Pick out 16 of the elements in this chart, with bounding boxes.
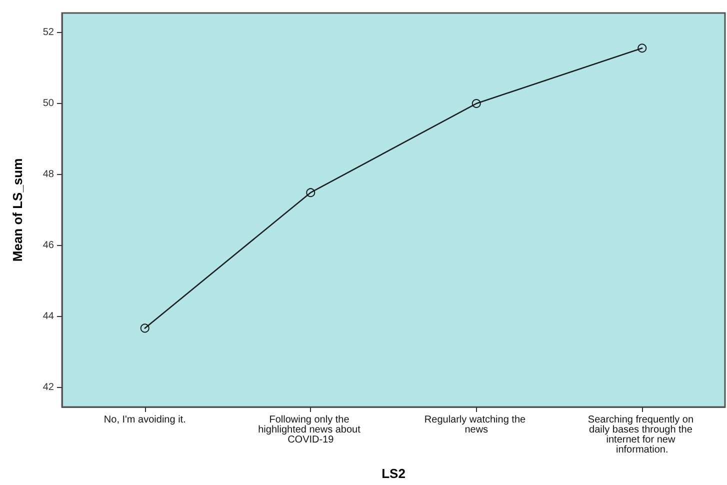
x-tick-label: No, I'm avoiding it. xyxy=(104,414,186,426)
y-tick-label: 48 xyxy=(42,169,54,180)
x-tick-label: Regularly watching the news xyxy=(424,414,528,436)
y-axis-title: Mean of LS_sum xyxy=(10,158,25,262)
point xyxy=(638,44,647,53)
point xyxy=(306,188,316,198)
y-tick-label: 50 xyxy=(42,98,54,110)
point xyxy=(140,324,150,333)
x-tick-label: Following only the highlighted news about COVID-19 xyxy=(258,414,364,446)
y-tick-label: 52 xyxy=(42,27,54,38)
x-tick-label: Searching frequently on daily bases through the internet for new information. xyxy=(588,414,696,456)
point xyxy=(472,99,481,108)
y-tick-label: 46 xyxy=(42,240,54,251)
x-axis-title: LS2 xyxy=(382,466,406,481)
y-tick-label: 44 xyxy=(42,310,54,322)
y-tick-label: 42 xyxy=(42,382,54,393)
